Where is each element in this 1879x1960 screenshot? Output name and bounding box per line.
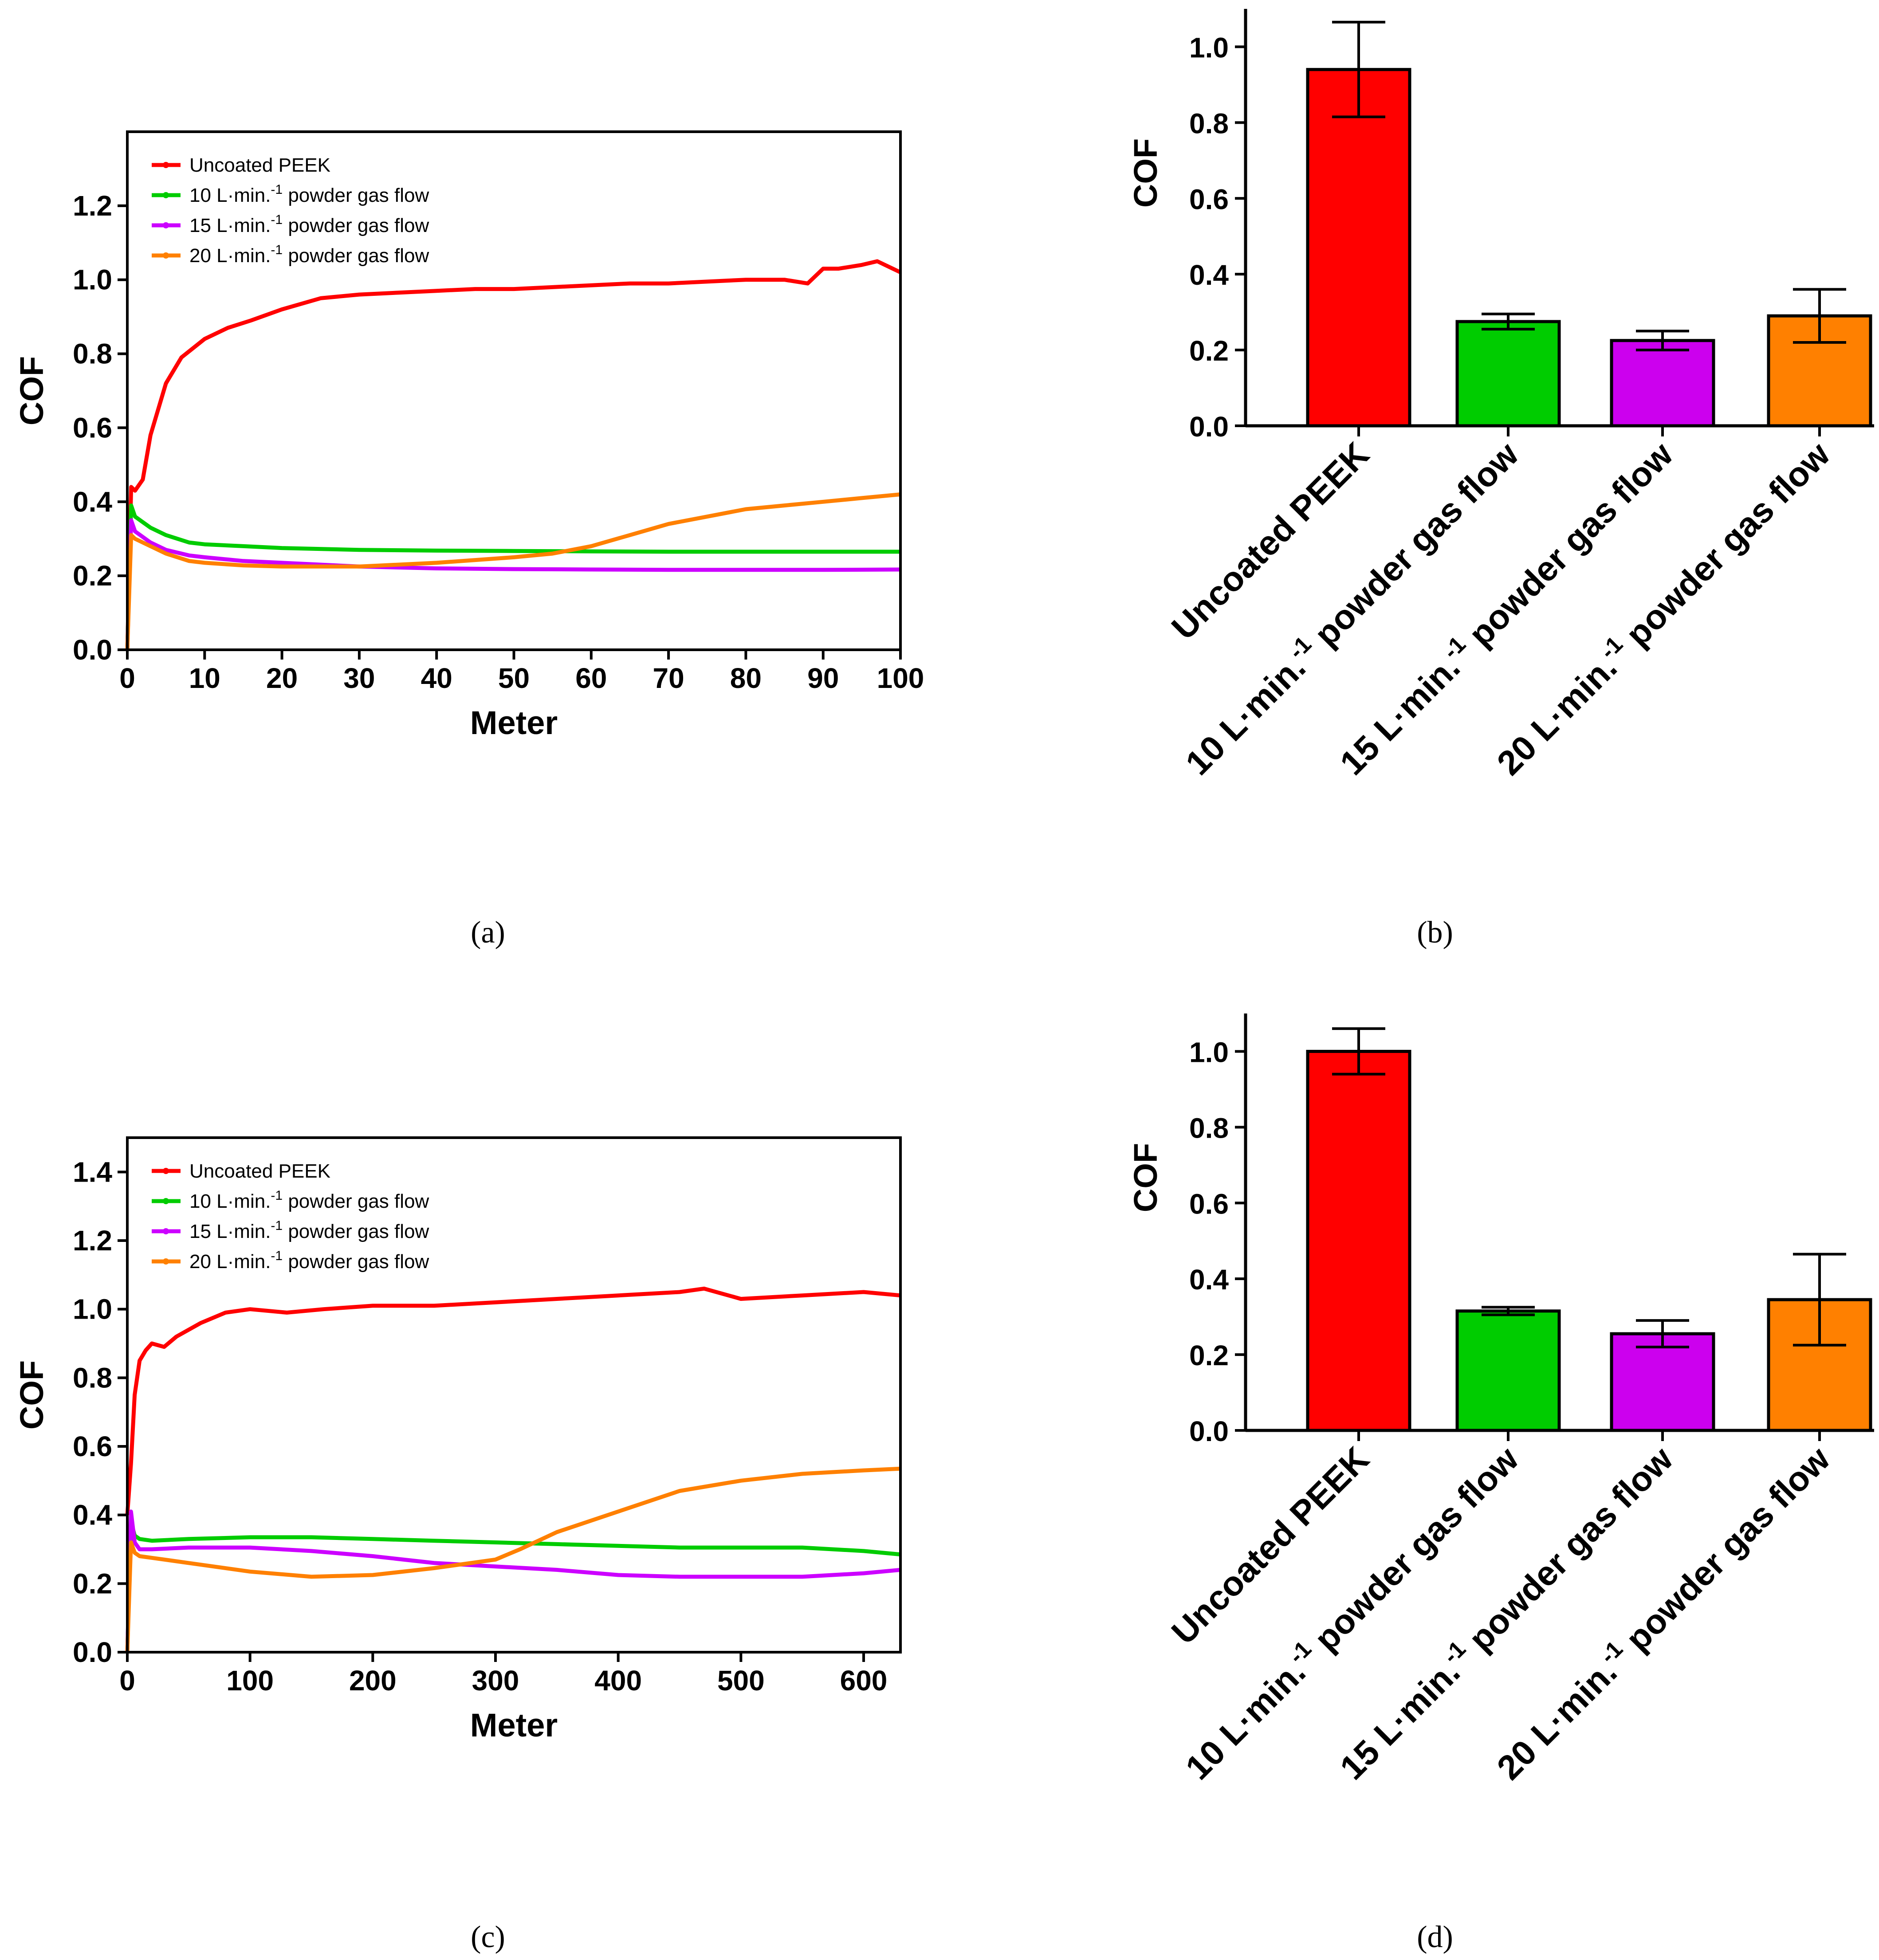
legend-marker-0 xyxy=(163,162,169,168)
x-tick-label: 100 xyxy=(226,1665,274,1697)
line-chart-c: 0.0 0.2 0.4 0.6 0.8 1.0 1.2 1.4 0 100 200 300 400 500… xyxy=(13,1136,902,1744)
x-tick-label: 10 xyxy=(189,662,220,694)
y-tick-label: 0.2 xyxy=(1189,335,1229,367)
y-axis-title: COF xyxy=(1127,1143,1164,1212)
bar-1 xyxy=(1455,1309,1561,1432)
x-tick-label: 20 xyxy=(266,662,298,694)
plot-frame xyxy=(126,130,902,651)
y-tick-label: 1.0 xyxy=(73,1293,112,1325)
y-tick-label: 0.6 xyxy=(1189,183,1229,215)
y-tick-label: 1.0 xyxy=(73,264,112,296)
y-tick-label: 1.0 xyxy=(1189,1036,1229,1068)
legend-marker-1 xyxy=(163,192,169,198)
y-tick-label: 0.4 xyxy=(73,486,112,518)
y-tick-label: 0.2 xyxy=(73,560,112,592)
y-tick-label: 0.0 xyxy=(73,634,112,666)
bar-0 xyxy=(1306,68,1411,428)
y-tick-label: 0.6 xyxy=(73,412,112,444)
y-tick-label: 0.8 xyxy=(1189,107,1229,139)
legend-entry-3: 20 L·min.-1 powder gas flow xyxy=(189,243,429,267)
y-tick-label: 0.2 xyxy=(73,1567,112,1599)
series-line-3 xyxy=(125,1466,901,1653)
x-tick-label: 200 xyxy=(349,1665,397,1697)
panel-label-b: (b) xyxy=(1417,915,1453,950)
legend-marker-3 xyxy=(163,252,169,259)
x-axis-title: Meter xyxy=(470,704,558,741)
x-tick-label: 0 xyxy=(119,662,135,694)
x-tick-label: 400 xyxy=(594,1665,642,1697)
legend-entry-2: 15 L·min.-1 powder gas flow xyxy=(189,1218,429,1242)
legend-entry-1: 10 L·min.-1 powder gas flow xyxy=(189,1188,429,1212)
y-tick-label: 1.0 xyxy=(1189,31,1229,63)
x-tick-label: 100 xyxy=(877,662,924,694)
y-tick-label: 0.0 xyxy=(1189,1415,1229,1447)
line-chart-a: 0.0 0.2 0.4 0.6 0.8 1.0 1.2 0 10 20 30 40 50 60 70 80 90… xyxy=(13,130,924,741)
bar-1 xyxy=(1455,320,1561,428)
x-tick-label: 300 xyxy=(472,1665,519,1697)
x-tick-label: 80 xyxy=(730,662,762,694)
category-label-2: 15 L·min.-1 powder gas flow xyxy=(1331,433,1680,782)
x-tick-label: 600 xyxy=(840,1665,888,1697)
y-tick-label: 1.2 xyxy=(73,190,112,222)
series-line-0 xyxy=(125,1286,901,1516)
legend-marker-2 xyxy=(163,1228,169,1234)
bar-3 xyxy=(1767,314,1872,428)
bar-0 xyxy=(1306,1049,1411,1432)
y-tick-label: 0.4 xyxy=(1189,259,1229,291)
series-line-2 xyxy=(125,1509,901,1653)
x-tick-label: 0 xyxy=(119,1665,135,1697)
legend-entry-3: 20 L·min.-1 powder gas flow xyxy=(189,1249,429,1273)
series-line-1 xyxy=(125,503,900,650)
y-tick-label: 1.2 xyxy=(73,1225,112,1257)
y-tick-label: 0.2 xyxy=(1189,1339,1229,1371)
series-line-3 xyxy=(125,492,901,650)
category-label-2: 15 L·min.-1 powder gas flow xyxy=(1331,1438,1680,1787)
series-line-1 xyxy=(125,1520,901,1653)
legend-entry-0: Uncoated PEEK xyxy=(189,154,330,176)
legend-entry-1: 10 L·min.-1 powder gas flow xyxy=(189,182,429,206)
y-tick-label: 0.8 xyxy=(73,338,112,370)
x-tick-label: 40 xyxy=(421,662,452,694)
y-tick-label: 0.8 xyxy=(1189,1112,1229,1144)
y-tick-label: 0.4 xyxy=(1189,1264,1229,1296)
x-tick-label: 60 xyxy=(575,662,607,694)
y-tick-label: 0.8 xyxy=(73,1362,112,1394)
legend-entry-2: 15 L·min.-1 powder gas flow xyxy=(189,212,429,236)
y-tick-label: 0.0 xyxy=(73,1636,112,1668)
bar-2 xyxy=(1610,339,1715,428)
legend-marker-0 xyxy=(163,1168,169,1174)
category-label-3: 20 L·min.-1 powder gas flow xyxy=(1488,433,1837,782)
series-line-0 xyxy=(125,259,901,650)
y-tick-label: 0.6 xyxy=(73,1430,112,1462)
x-tick-label: 90 xyxy=(807,662,839,694)
x-tick-label: 30 xyxy=(343,662,375,694)
x-tick-label: 50 xyxy=(498,662,530,694)
x-tick-label: 500 xyxy=(717,1665,765,1697)
legend-marker-3 xyxy=(163,1258,169,1265)
x-axis-title: Meter xyxy=(470,1707,558,1744)
legend-marker-2 xyxy=(163,222,169,228)
y-tick-label: 0.6 xyxy=(1189,1188,1229,1220)
category-label-3: 20 L·min.-1 powder gas flow xyxy=(1488,1438,1837,1787)
y-axis-title: COF xyxy=(1127,138,1164,208)
y-tick-label: 0.0 xyxy=(1189,411,1229,443)
legend-entry-0: Uncoated PEEK xyxy=(189,1160,330,1182)
y-axis-title: COF xyxy=(13,356,50,425)
y-tick-label: 0.4 xyxy=(73,1499,112,1531)
panel-label-a: (a) xyxy=(471,915,505,950)
panel-label-c: (c) xyxy=(471,1920,505,1954)
y-tick-label: 1.4 xyxy=(73,1156,112,1188)
panel-label-d: (d) xyxy=(1417,1920,1453,1954)
x-tick-label: 70 xyxy=(653,662,684,694)
series-line-2 xyxy=(125,518,901,650)
y-axis-title: COF xyxy=(13,1360,50,1430)
plot-frame xyxy=(126,1136,902,1654)
legend-marker-1 xyxy=(163,1198,169,1204)
